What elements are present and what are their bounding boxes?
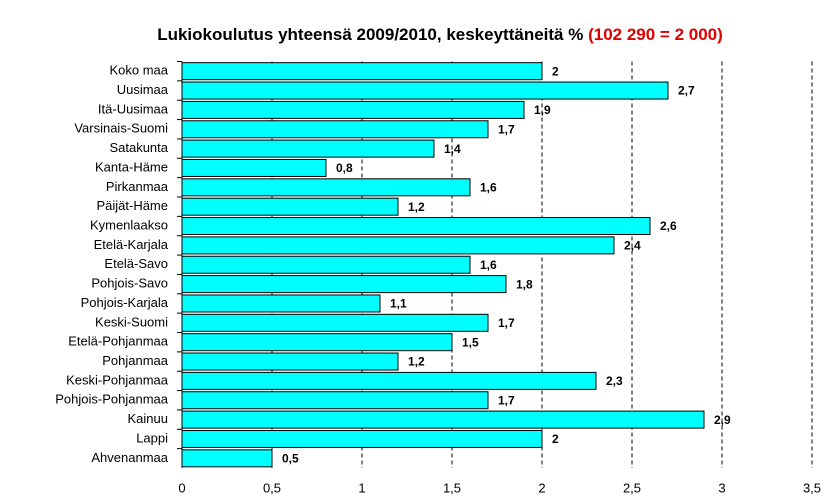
x-tick-label: 3 [718,480,725,495]
y-tick-label: Pirkanmaa [106,179,169,194]
y-tick-label: Keski-Pohjanmaa [66,372,169,387]
y-tick-label: Pohjois-Savo [91,276,168,291]
value-label: 1,1 [390,297,407,311]
value-label: 0,8 [336,161,353,175]
value-label: 1,2 [408,200,425,214]
y-tick-label: Pohjanmaa [102,353,169,368]
bar [181,81,669,100]
y-tick-label: Koko maa [109,63,168,78]
bar [181,178,471,197]
y-tick-label: Etelä-Pohjanmaa [68,334,168,349]
bar [181,62,543,81]
y-tick-label: Pohjois-Karjala [81,295,169,310]
y-tick-label: Etelä-Karjala [94,237,169,252]
y-tick-label: Kanta-Häme [95,159,168,174]
value-label: 1,7 [498,316,515,330]
value-label: 1,8 [516,277,533,291]
y-tick-label: Lappi [136,430,168,445]
y-tick-label: Kymenlaakso [90,217,168,232]
value-label: 2,3 [606,374,623,388]
x-tick-label: 2 [538,480,545,495]
bar [181,449,273,468]
bar [181,391,489,410]
bar [181,410,705,429]
value-label: 1,6 [480,180,497,194]
title-main: Lukiokoulutus yhteensä 2009/2010, keskey… [157,25,583,44]
y-tick-label: Etelä-Savo [104,256,168,271]
value-label: 1,7 [498,122,515,136]
value-label: 0,5 [282,451,299,465]
x-tick-label: 2,5 [623,480,641,495]
bar [181,294,381,313]
bar [181,139,435,158]
title-highlight: (102 290 = 2 000) [588,25,723,44]
value-label: 1,6 [480,258,497,272]
value-label: 2,9 [714,413,731,427]
y-tick-label: Satakunta [109,140,168,155]
x-tick-label: 1,5 [443,480,461,495]
bar [181,352,399,371]
value-label: 2,7 [678,84,695,98]
x-tick-label: 1 [358,480,365,495]
y-tick-label: Varsinais-Suomi [74,121,168,136]
bar [181,120,489,139]
value-label: 2,6 [660,219,677,233]
y-tick-label: Kainuu [128,411,168,426]
bar [181,197,399,216]
bar [181,255,471,274]
chart-title: Lukiokoulutus yhteensä 2009/2010, keskey… [157,25,723,44]
value-label: 2,4 [624,239,641,253]
bar [181,313,489,332]
y-tick-label: Uusimaa [117,82,169,97]
value-label: 1,2 [408,355,425,369]
x-tick-label: 3,5 [803,480,821,495]
bar [181,100,525,119]
value-label: 1,7 [498,393,515,407]
bar [181,371,597,390]
x-tick-label: 0,5 [263,480,281,495]
x-tick-label: 0 [178,480,185,495]
bar [181,429,543,448]
y-tick-label: Keski-Suomi [95,314,168,329]
y-tick-label: Ahvenanmaa [91,450,168,465]
bar [181,158,327,177]
value-label: 1,5 [462,335,479,349]
value-label: 2 [552,432,559,446]
value-label: 2 [552,64,559,78]
y-tick-label: Itä-Uusimaa [98,101,169,116]
bar [181,275,507,294]
bar [181,333,453,352]
value-label: 1,4 [444,142,461,156]
bar [181,217,651,236]
bar [181,236,615,255]
value-label: 1,9 [534,103,551,117]
y-tick-label: Pohjois-Pohjanmaa [55,392,169,407]
y-tick-label: Päijät-Häme [96,198,168,213]
